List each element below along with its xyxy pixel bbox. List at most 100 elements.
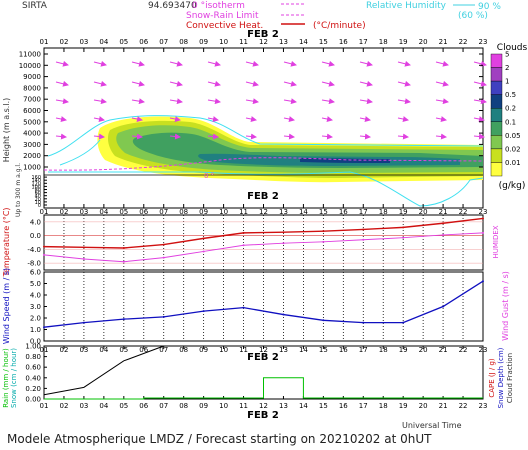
clouds-bottom-tick-label: 03 <box>79 208 88 216</box>
temperature-point <box>282 242 285 245</box>
precip-top-tick-label: 12 <box>259 346 268 354</box>
wind-speed-point <box>322 319 325 322</box>
clouds-top-tick-label: 21 <box>439 38 448 46</box>
clouds-y-tick-label: 1000 <box>23 164 41 172</box>
clouds-bottom-tick-label: 09 <box>199 208 208 216</box>
clouds-y-tick-label: 10000 <box>19 62 41 70</box>
clouds-bottom-tick-label: 20 <box>419 208 428 216</box>
wind-arrow <box>207 116 219 122</box>
precip-date-label: FEB 2 <box>247 352 279 363</box>
temperature-point <box>442 233 445 236</box>
temperature-point <box>242 244 245 247</box>
precip-bottom-tick-label: 06 <box>139 402 148 410</box>
colorbar-unit: (g/kg) <box>499 181 526 191</box>
wind-arrow <box>207 60 221 67</box>
precip-top-tick-label: 11 <box>239 346 248 354</box>
clouds-top-tick-label: 11 <box>239 38 248 46</box>
wind-arrow <box>169 80 183 87</box>
temperature-point <box>482 231 484 234</box>
isotherm-level-label: 0 ° <box>204 172 214 180</box>
precip-top-tick-label: 18 <box>379 346 388 354</box>
temperature-point <box>402 236 405 239</box>
wind-arrow <box>55 60 69 67</box>
colorbar-swatch <box>490 108 503 122</box>
wind-speed-point <box>482 280 484 283</box>
temperature-point <box>322 240 325 243</box>
wind-arrow <box>169 116 181 122</box>
clouds-bottom-tick-label: 04 <box>99 208 108 216</box>
precip-bottom-tick-label: 17 <box>359 402 368 410</box>
clouds-bottom-tick-label: 05 <box>119 208 128 216</box>
precip-top-tick-label: 06 <box>139 346 148 354</box>
precip-bottom-tick-label: 21 <box>439 402 448 410</box>
colorbar-tick-label: 0.1 <box>505 118 516 126</box>
wind-speed-point <box>442 305 445 308</box>
colorbar-swatch <box>490 162 503 177</box>
clouds-axes: 01 01 02 02 03 03 04 04 05 05 06 06 07 07 08 08 09 09 10 10… <box>19 38 488 216</box>
wind-speed-point <box>162 315 165 318</box>
wind-arrow <box>169 60 183 67</box>
wind-y-tick-label: 4.0 <box>30 292 41 300</box>
temperature-point <box>202 250 205 253</box>
snow-ylabel: Snow (cm / hour) <box>10 348 18 408</box>
soil-y-tick-label: 10 <box>35 200 41 206</box>
clouds-top-tick-label: 18 <box>379 38 388 46</box>
temperature-line-1 <box>43 232 484 263</box>
wind-arrow <box>93 116 105 122</box>
precip-bottom-tick-label: 02 <box>59 402 68 410</box>
wind-arrow <box>93 98 107 105</box>
humidex-ylabel: HUMIDEX <box>492 225 500 258</box>
clouds-bottom-tick-label: 06 <box>139 208 148 216</box>
clouds-bottom-tick-label: 23 <box>479 208 488 216</box>
precip-top-tick-label: 08 <box>179 346 188 354</box>
clouds-top-tick-label: 07 <box>159 38 168 46</box>
wind-arrow <box>359 98 373 105</box>
temperature-point <box>482 217 484 220</box>
clouds-top-tick-label: 01 <box>40 38 49 46</box>
colorbar-tick-label: 0.5 <box>505 91 516 99</box>
precip-top-tick-label: 05 <box>119 346 128 354</box>
wind-arrow <box>169 98 183 105</box>
precip-top-tick-label: 01 <box>40 346 49 354</box>
clouds-bottom-tick-label: 08 <box>179 208 188 216</box>
clouds-bottom-tick-label: 01 <box>40 208 49 216</box>
colorbar-tick-label: 1 <box>505 78 509 86</box>
wind-speed-point <box>122 318 125 321</box>
wind-y-tick-label: 3.0 <box>30 303 41 311</box>
wind-arrow <box>93 133 105 140</box>
wind-panel: 0.0 1.0 2.0 3.0 4.0 5.0 6.0 Wind Speed (m / s)… <box>2 268 510 346</box>
colorbar-swatch <box>490 80 503 95</box>
precip-bottom-tick-label: 07 <box>159 402 168 410</box>
wind-speed-line <box>43 280 484 328</box>
clouds-y-tick-label: 11000 <box>19 51 41 59</box>
isotherm-line <box>44 157 483 171</box>
clouds-top-tick-label: 13 <box>279 38 288 46</box>
colorbar-tick-label: 0.05 <box>505 132 521 140</box>
precip-top-tick-label: 14 <box>299 346 308 354</box>
clouds-y-tick-label: 6000 <box>23 107 41 115</box>
wind-arrow <box>435 98 449 105</box>
wind-speed-point <box>202 310 205 313</box>
rh-contour-90-lower <box>48 139 483 207</box>
precip-bottom-tick-label: 20 <box>419 402 428 410</box>
temperature-ylabel: Temperature (°C) <box>2 207 11 277</box>
precip-bottom-tick-label: 03 <box>79 402 88 410</box>
precip-bottom-tick-label: 05 <box>119 402 128 410</box>
precip-bottom-tick-label: 22 <box>459 402 468 410</box>
precip-panel: 01 01 02 02 03 03 04 04 05 05 06 06 07 07 08 08 09 09 10 10… <box>2 343 514 431</box>
wind-arrow <box>397 98 411 105</box>
wind-arrow <box>207 133 219 140</box>
colorbar-tick-label: 5 <box>505 51 509 59</box>
wind-arrows <box>55 60 487 140</box>
wind-arrow <box>283 133 295 140</box>
legend-isotherm-label: 0 °isotherm <box>192 1 245 11</box>
precip-bottom-tick-label: 19 <box>399 402 408 410</box>
wind-y-tick-label: 1.0 <box>30 326 41 334</box>
clouds-bottom-tick-label: 10 <box>219 208 228 216</box>
colorbar-swatch <box>490 94 503 109</box>
wind-arrow <box>473 133 485 140</box>
temperature-point <box>43 253 45 256</box>
clouds-bottom-tick-label: 07 <box>159 208 168 216</box>
legend-convective-label: Convective Heat. <box>186 21 263 31</box>
